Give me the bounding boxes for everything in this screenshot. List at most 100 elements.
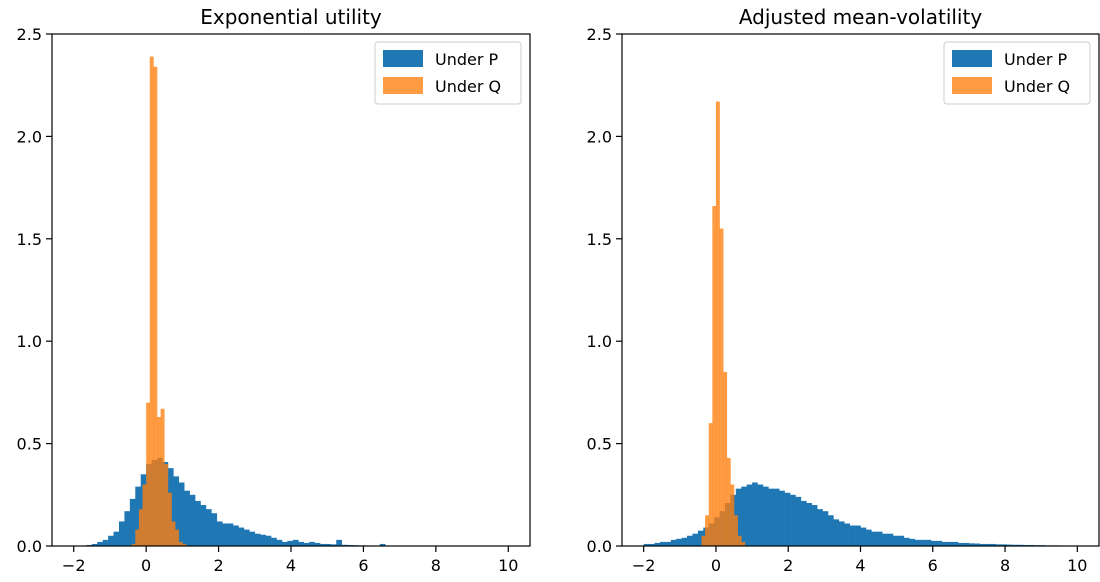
bar	[697, 530, 704, 546]
bar	[292, 539, 299, 546]
x-tick-label: 2	[783, 556, 793, 575]
bar	[741, 486, 747, 546]
x-tick-label: 10	[498, 556, 518, 575]
legend-label: Under Q	[435, 77, 501, 96]
bar	[276, 539, 283, 546]
bar	[124, 511, 131, 546]
bar	[865, 529, 872, 546]
bar	[833, 519, 840, 546]
bar	[184, 490, 190, 546]
bar	[930, 540, 937, 546]
bar	[379, 543, 386, 546]
legend-label: Under P	[435, 50, 499, 69]
y-tick-label: 0.5	[17, 435, 42, 454]
bar	[222, 523, 228, 546]
series-under-q	[701, 101, 746, 546]
bar	[146, 402, 151, 546]
bar	[238, 527, 245, 546]
bar	[985, 543, 991, 546]
bar	[893, 535, 899, 546]
bar	[195, 500, 201, 546]
bar	[216, 521, 223, 546]
bar	[914, 539, 921, 546]
bar	[298, 541, 304, 546]
bar	[860, 527, 867, 546]
bar	[131, 543, 136, 546]
bar	[314, 542, 321, 546]
bar	[882, 533, 888, 546]
series-under-q	[131, 56, 187, 547]
x-tick-label: 0	[711, 556, 721, 575]
bar	[996, 544, 1002, 546]
bar	[822, 511, 829, 546]
bar	[227, 523, 234, 546]
bar	[341, 544, 348, 546]
bar	[811, 505, 818, 546]
bar	[705, 515, 710, 546]
bar	[735, 488, 742, 546]
bar	[200, 505, 207, 546]
bar	[164, 464, 169, 546]
bar	[990, 543, 997, 546]
bar	[723, 371, 728, 546]
bar	[827, 515, 834, 546]
y-tick-label: 1.0	[17, 332, 42, 351]
bar	[876, 531, 883, 546]
bar	[925, 539, 932, 546]
bar	[260, 534, 266, 546]
bar	[1017, 544, 1024, 546]
y-tick-label: 0.5	[587, 435, 612, 454]
bar	[752, 482, 758, 546]
x-tick-label: 4	[855, 556, 865, 575]
bar	[773, 488, 780, 546]
x-tick-label: 2	[213, 556, 223, 575]
bar	[643, 543, 650, 546]
bar	[855, 525, 861, 546]
bar	[281, 541, 288, 546]
bar	[746, 484, 753, 546]
bar	[118, 521, 125, 546]
bar	[676, 538, 682, 546]
bar	[762, 486, 769, 546]
x-tick-label: 0	[141, 556, 151, 575]
legend-label: Under Q	[1004, 77, 1070, 96]
bar	[149, 56, 154, 546]
y-tick-label: 2.5	[17, 25, 42, 44]
bar	[659, 541, 666, 546]
legend-swatch	[383, 77, 423, 94]
y-tick-label: 2.5	[587, 25, 612, 44]
bar	[665, 541, 672, 546]
bar	[254, 533, 261, 546]
legend: Under P Under Q	[374, 41, 522, 105]
bar	[681, 537, 688, 546]
bar	[947, 541, 953, 546]
bar	[287, 540, 294, 546]
chart-title: Adjusted mean-volatility	[739, 5, 983, 29]
legend-swatch	[952, 77, 992, 94]
bar	[91, 543, 98, 546]
bar	[687, 535, 693, 546]
bar	[160, 408, 165, 546]
bar	[178, 482, 185, 546]
bar	[654, 542, 661, 546]
bar	[715, 101, 720, 546]
bar	[243, 529, 250, 546]
bar	[271, 537, 277, 546]
bar	[941, 541, 948, 546]
x-tick-label: 4	[286, 556, 296, 575]
series-under-p	[643, 482, 1078, 546]
bar	[795, 496, 802, 546]
y-tick-label: 0.0	[17, 537, 42, 556]
bar	[741, 541, 746, 546]
bar	[849, 525, 856, 546]
x-tick-label: 6	[358, 556, 368, 575]
bar	[178, 541, 183, 546]
y-tick-label: 1.5	[17, 230, 42, 249]
bar	[1001, 544, 1008, 546]
bar	[138, 509, 143, 546]
bar	[708, 423, 713, 546]
bar	[142, 484, 147, 546]
bar	[768, 488, 775, 546]
bar	[175, 529, 180, 546]
bar	[871, 531, 878, 546]
